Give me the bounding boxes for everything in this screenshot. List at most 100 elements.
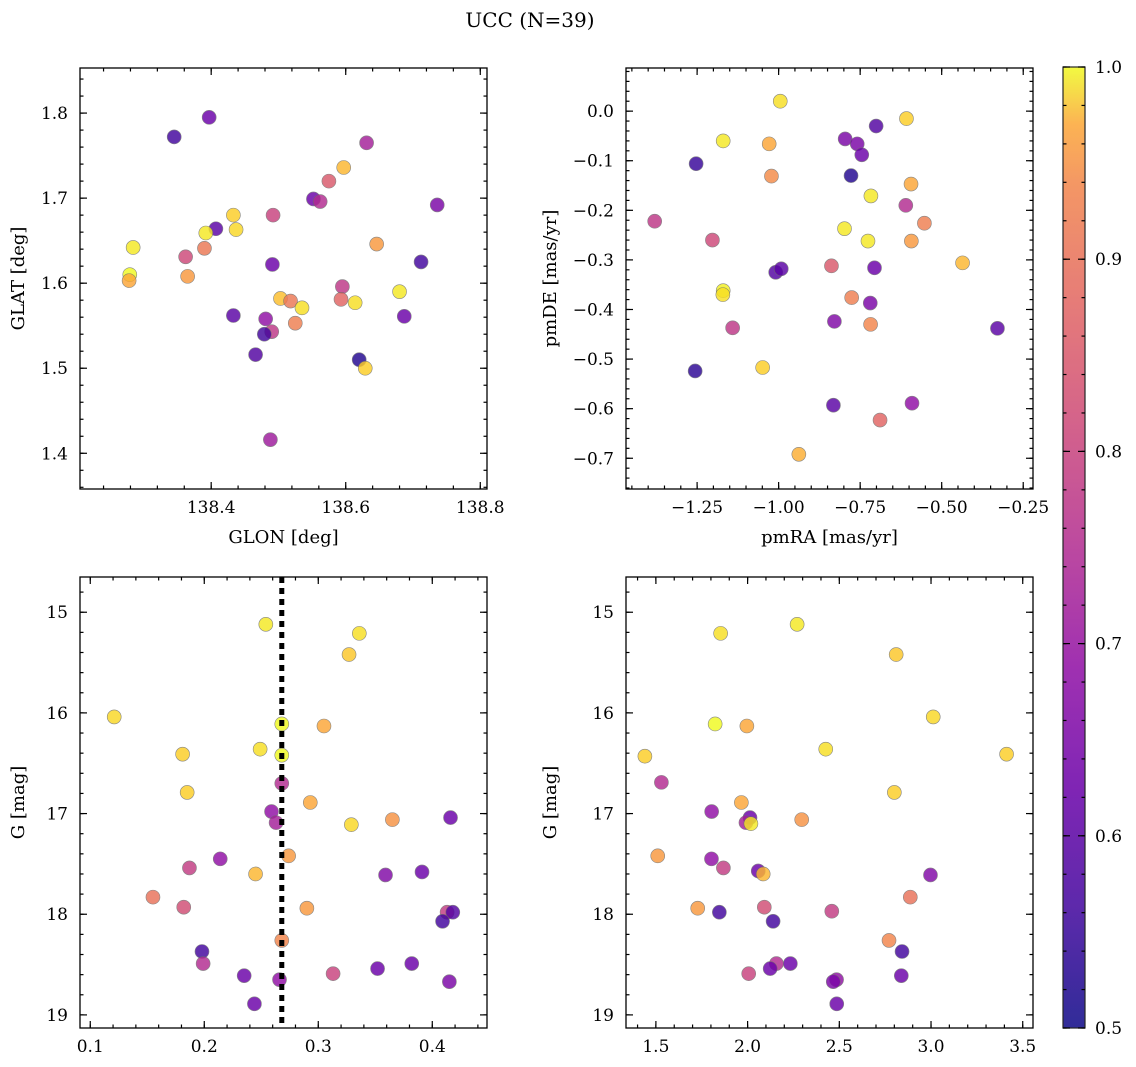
x-tick-label: 138.8 xyxy=(456,498,505,518)
data-point xyxy=(396,309,412,324)
data-point xyxy=(687,363,703,379)
y-tick-label: 16 xyxy=(592,704,614,724)
data-point xyxy=(867,260,882,276)
y-tick-label: 15 xyxy=(46,603,68,623)
data-point xyxy=(197,241,212,256)
x-tick-label: −0.75 xyxy=(834,498,886,518)
data-point xyxy=(854,147,870,163)
data-point xyxy=(794,812,810,827)
data-point xyxy=(248,347,263,362)
axes-frame xyxy=(79,67,488,490)
data-point xyxy=(704,804,719,819)
data-point xyxy=(312,194,328,209)
data-point xyxy=(705,232,720,248)
data-point xyxy=(637,748,653,764)
data-point xyxy=(294,300,310,316)
data-point xyxy=(257,326,272,342)
data-point xyxy=(881,933,897,948)
data-point xyxy=(325,966,341,981)
data-point xyxy=(180,269,195,284)
data-point xyxy=(201,110,217,125)
data-point xyxy=(316,718,332,734)
data-point xyxy=(860,233,876,249)
data-point xyxy=(414,864,430,880)
data-point xyxy=(741,966,757,981)
data-point xyxy=(445,904,461,920)
data-point xyxy=(226,207,241,223)
data-point xyxy=(872,412,888,428)
points-2 xyxy=(647,93,1005,462)
colorbar-tick-label: 0.9 xyxy=(1095,250,1122,270)
data-point xyxy=(863,317,878,332)
y-tick-label: 17 xyxy=(46,805,68,825)
y-tick-label: −0.1 xyxy=(573,152,614,172)
data-point xyxy=(756,899,772,915)
data-point xyxy=(789,617,805,632)
points-3 xyxy=(106,617,461,1012)
colorbar-tick-label: 1.0 xyxy=(1095,58,1122,78)
panel-2: −1.25 −1.00 −0.75 −0.50 −0.25 −0.7 −0.6 −0.5 −0.… xyxy=(540,67,1049,548)
axes-frame xyxy=(625,67,1034,490)
data-point xyxy=(862,295,878,311)
axes-frame xyxy=(79,576,488,1029)
data-point xyxy=(347,295,363,311)
data-point xyxy=(716,860,731,876)
x-tick-label: 0.1 xyxy=(77,1037,104,1057)
data-point xyxy=(715,133,731,149)
data-point xyxy=(765,913,781,929)
data-point xyxy=(990,321,1005,336)
data-point xyxy=(236,968,252,983)
data-point xyxy=(902,889,918,905)
y-tick-label: 1.8 xyxy=(41,104,68,124)
colorbar-tick-label: 0.6 xyxy=(1095,827,1122,847)
y-tick-label: −0.6 xyxy=(573,400,614,420)
x-tick-label: 0.2 xyxy=(191,1037,218,1057)
x-axis-label: pmRA [mas/yr] xyxy=(761,527,898,548)
data-point xyxy=(707,716,723,732)
x-tick-label: 138.4 xyxy=(187,498,236,518)
data-point xyxy=(166,129,182,145)
x-tick-label: −0.50 xyxy=(916,498,968,518)
data-point xyxy=(715,287,731,302)
data-point xyxy=(258,617,274,632)
data-point xyxy=(370,961,385,976)
data-point xyxy=(344,817,359,832)
data-point xyxy=(287,315,303,331)
data-point xyxy=(357,360,373,376)
data-point xyxy=(755,866,771,882)
x-tick-label: 2.5 xyxy=(826,1037,853,1057)
data-point xyxy=(904,233,919,249)
data-point xyxy=(688,156,704,172)
colorbar-tick-label: 0.5 xyxy=(1095,1019,1122,1039)
data-point xyxy=(827,314,842,329)
y-tick-label: 0.0 xyxy=(587,102,614,122)
x-tick-label: 3.0 xyxy=(917,1037,944,1057)
scatter-panels: 138.4 138.6 138.8 1.4 1.5 1.6 1.7 1.8 GLON [deg]… xyxy=(8,67,1049,1067)
x-tick-label: −1.25 xyxy=(671,498,723,518)
data-point xyxy=(829,996,845,1012)
data-point xyxy=(826,397,841,413)
x-tick-label: 0.4 xyxy=(419,1037,446,1057)
data-point xyxy=(226,308,241,323)
y-tick-label: −0.2 xyxy=(573,201,614,221)
data-point xyxy=(791,446,807,462)
data-point xyxy=(654,775,669,790)
data-point xyxy=(175,746,190,762)
data-point xyxy=(725,320,740,336)
data-point xyxy=(178,249,193,265)
figure-title: UCC (N=39) xyxy=(465,8,594,32)
panel-4: 1.52.02.53.03.51516171819BP-RP [mag]G [m… xyxy=(540,576,1036,1067)
data-point xyxy=(818,741,834,757)
data-point xyxy=(903,176,919,192)
data-point xyxy=(764,168,779,184)
data-point xyxy=(302,795,318,810)
data-point xyxy=(378,867,393,883)
colorbar-tick-label: 0.7 xyxy=(1095,635,1122,655)
data-point xyxy=(923,867,938,883)
y-tick-label: 15 xyxy=(592,603,614,623)
y-tick-label: −0.4 xyxy=(573,300,614,320)
y-tick-label: 1.4 xyxy=(41,444,68,464)
data-point xyxy=(352,626,367,641)
data-point xyxy=(704,851,719,867)
